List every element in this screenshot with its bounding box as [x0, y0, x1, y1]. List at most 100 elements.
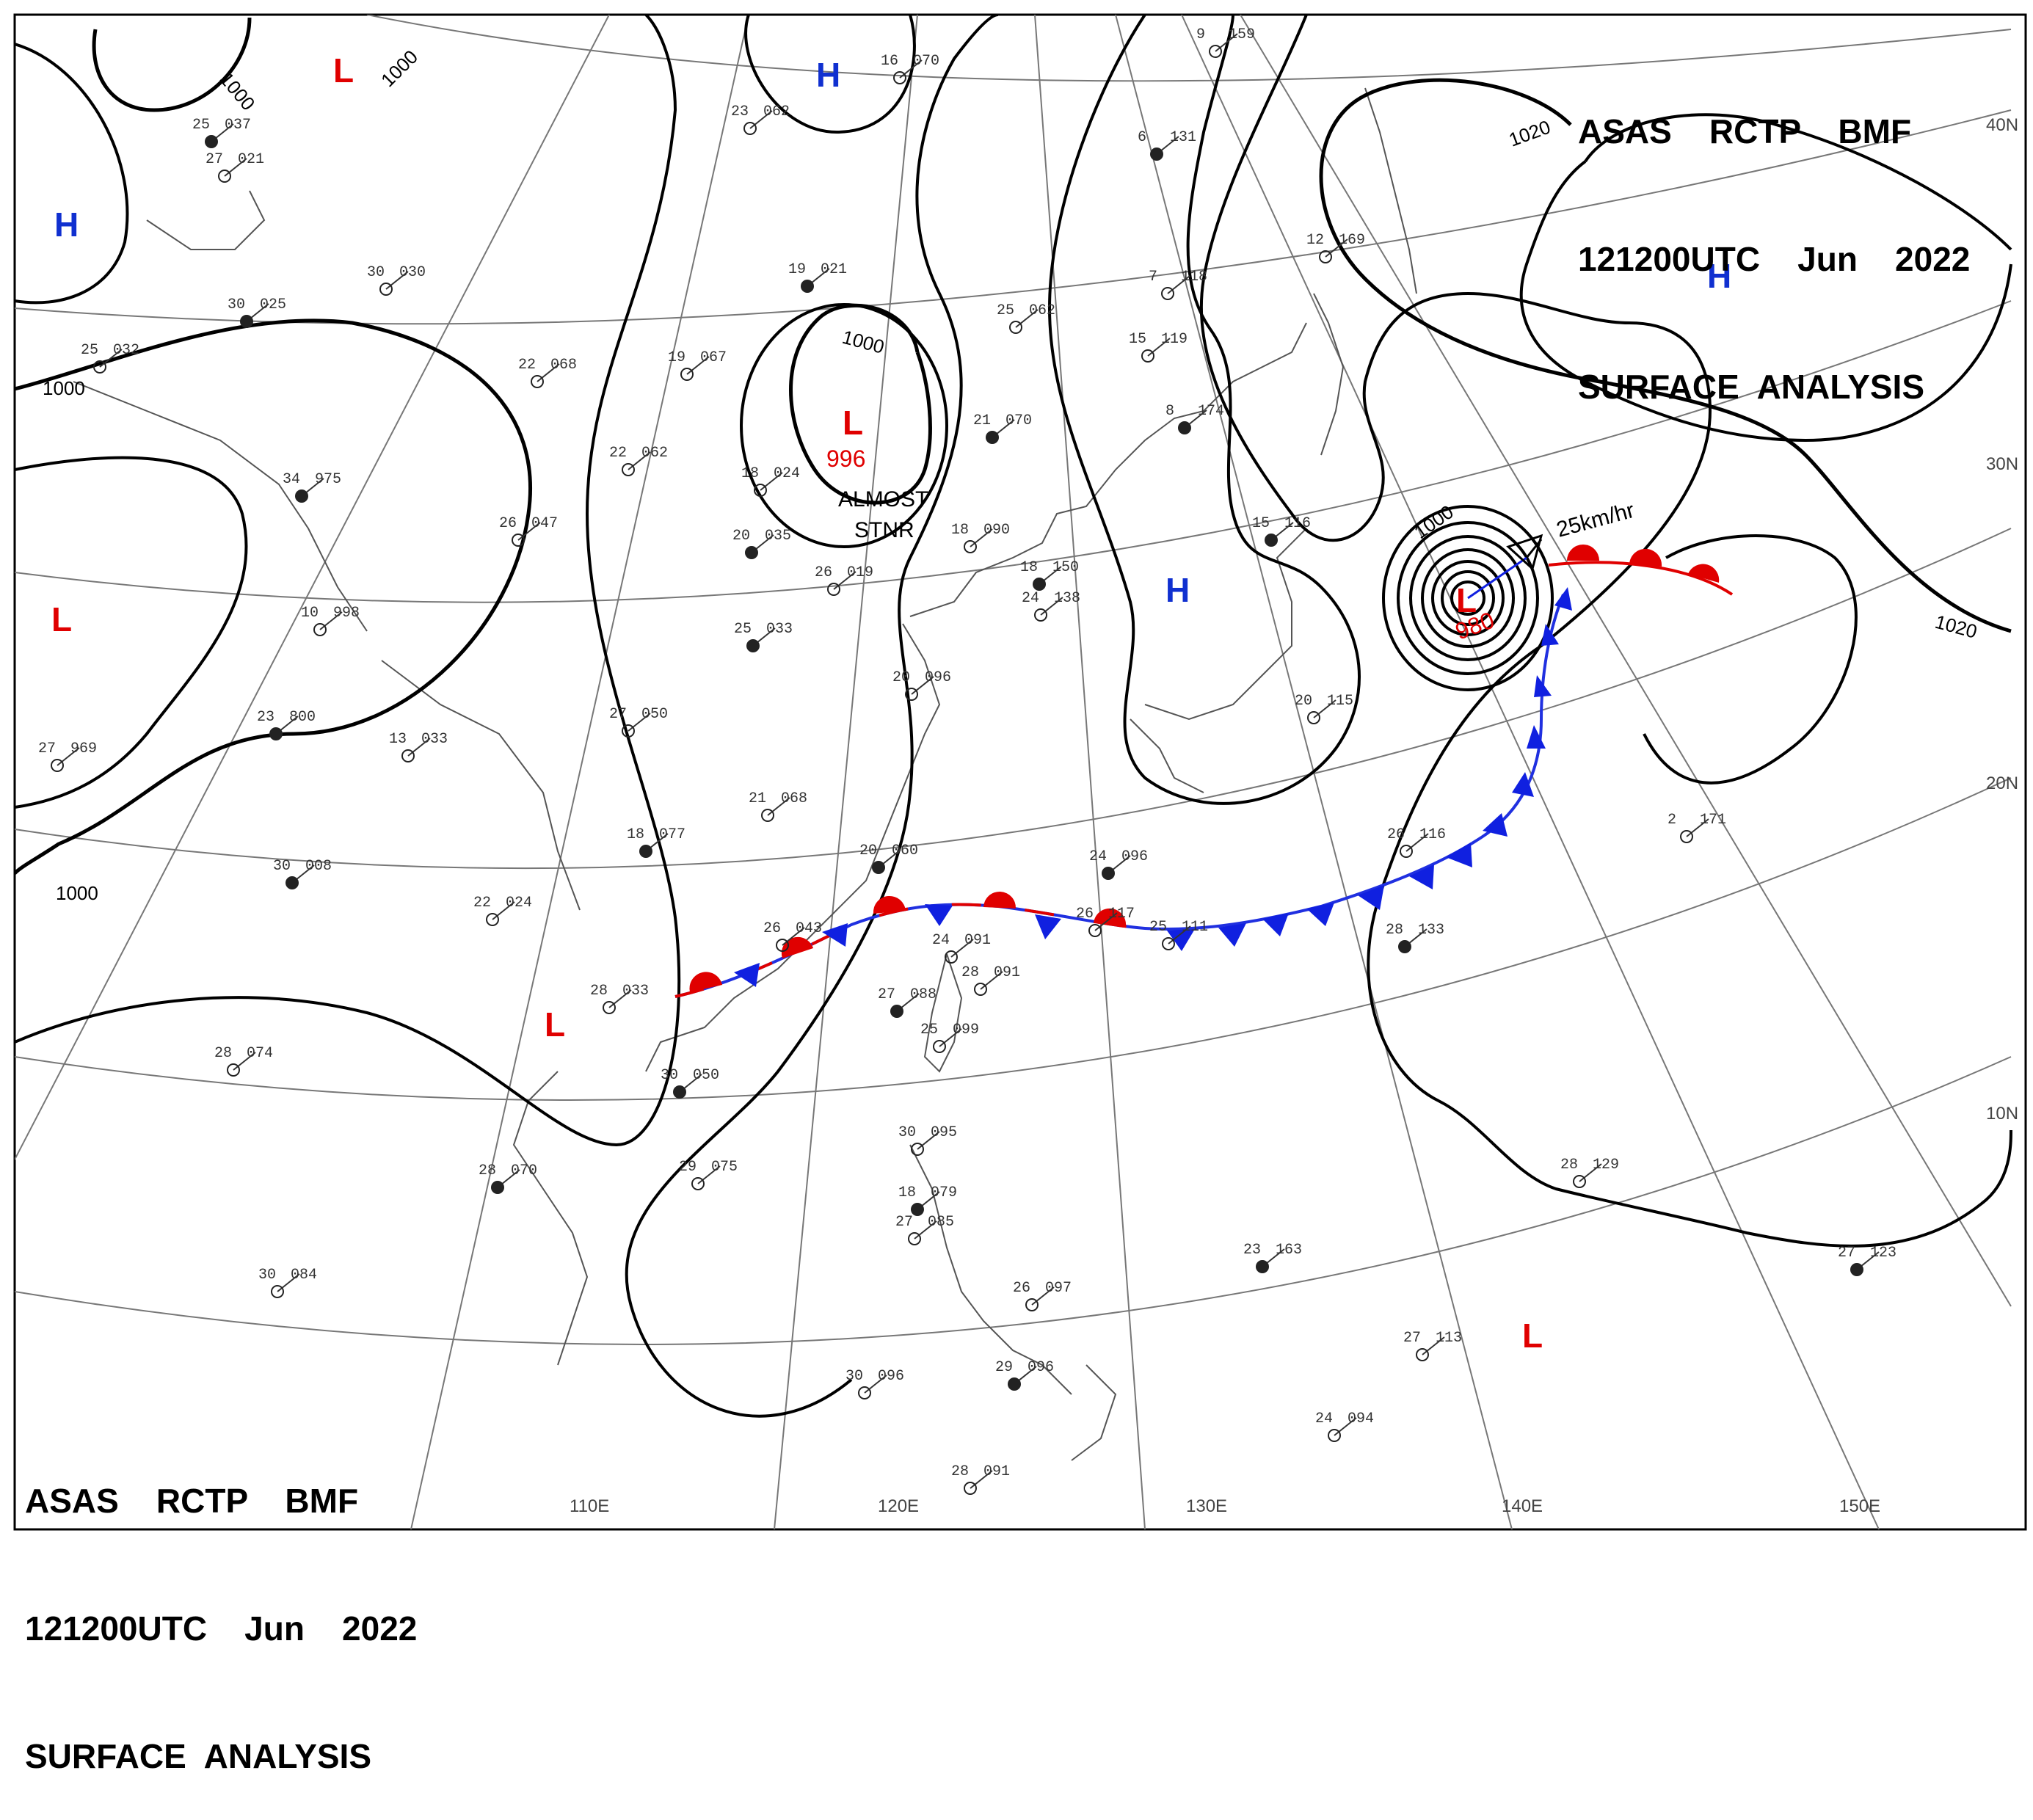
station-temperature: 27: [878, 986, 895, 1003]
station-pressure: 091: [983, 1463, 1010, 1480]
station-sky-cover-icon: [745, 546, 758, 559]
station-pressure: 025: [260, 296, 286, 313]
station-temperature: 26: [499, 515, 517, 532]
station-temperature: 20: [892, 669, 910, 686]
station-temperature: 16: [881, 53, 898, 70]
station-sky-cover-icon: [1265, 534, 1278, 547]
station-pressure: 008: [305, 858, 332, 875]
station-plot: 20 060: [859, 842, 918, 874]
station-plot: 10 998: [301, 605, 360, 636]
wind-barb-icon: [749, 110, 773, 129]
station-sky-cover-icon: [205, 135, 218, 148]
station-sky-cover-icon: [622, 463, 635, 476]
svg-text:30N: 30N: [1986, 454, 2018, 474]
station-pressure: 088: [910, 986, 937, 1003]
wind-barb-icon: [628, 713, 651, 732]
station-sky-cover-icon: [512, 534, 525, 547]
svg-text:40N: 40N: [1986, 115, 2018, 135]
station-temperature: 30: [228, 296, 245, 313]
station-pressure: 174: [1198, 403, 1224, 420]
station-plot: 28 070: [479, 1162, 537, 1194]
station-sky-cover-icon: [1008, 1377, 1021, 1391]
station-temperature: 25: [920, 1022, 938, 1038]
high-center-marker: H: [54, 205, 79, 244]
station-plot: 22 068: [518, 357, 577, 388]
station-sky-cover-icon: [603, 1001, 616, 1014]
station-plot: 7 118: [1149, 269, 1207, 300]
wind-barb-icon: [517, 522, 541, 541]
station-sky-cover-icon: [754, 484, 767, 497]
header-title-line: SURFACE ANALYSIS: [1578, 368, 1925, 406]
wind-barb-icon: [911, 676, 934, 695]
station-plot: 2 171: [1668, 812, 1726, 843]
station-temperature: 24: [1022, 590, 1039, 607]
station-pressure: 084: [291, 1267, 317, 1284]
station-plot: 26 019: [815, 564, 873, 596]
station-temperature: 30: [661, 1067, 678, 1084]
station-sky-cover-icon: [761, 809, 774, 822]
station-temperature: 2: [1668, 812, 1676, 829]
station-plot: 30 025: [228, 296, 286, 328]
station-temperature: 27: [895, 1214, 913, 1231]
station-sky-cover-icon: [93, 360, 106, 374]
station-temperature: 9: [1196, 26, 1205, 43]
station-plot: 26 117: [1076, 906, 1135, 937]
header-product-line: ASAS RCTP BMF: [1578, 112, 1912, 150]
warm-front: [1548, 545, 1734, 596]
header-time-line: 121200UTC Jun 2022: [1578, 240, 1971, 278]
station-temperature: 20: [732, 528, 750, 545]
station-sky-cover-icon: [890, 1005, 903, 1018]
svg-text:150E: 150E: [1839, 1496, 1880, 1516]
station-sky-cover-icon: [801, 280, 814, 293]
station-plot: 13 033: [389, 731, 448, 762]
wind-barb-icon: [782, 927, 805, 946]
station-plot: 12 169: [1306, 232, 1365, 263]
wind-barb-icon: [1147, 338, 1171, 357]
station-temperature: 26: [1387, 826, 1405, 843]
station-plot: 22 062: [609, 445, 668, 476]
station-plot: 26 116: [1387, 826, 1446, 858]
station-plot: 20 096: [892, 669, 951, 701]
station-pressure: 096: [1121, 848, 1148, 865]
station-sky-cover-icon: [905, 688, 918, 701]
station-pressure: 138: [1054, 590, 1080, 607]
station-temperature: 28: [1386, 922, 1403, 939]
station-plot: 25 099: [920, 1022, 979, 1053]
wind-barb-icon: [608, 989, 632, 1008]
station-temperature: 18: [1020, 559, 1038, 576]
station-plot: 25 037: [192, 117, 251, 148]
station-sky-cover-icon: [1025, 1298, 1039, 1311]
station-pressure: 033: [622, 983, 649, 1000]
station-sky-cover-icon: [933, 1040, 946, 1053]
station-pressure: 050: [693, 1067, 719, 1084]
station-plot: 28 074: [214, 1045, 273, 1077]
station-pressure: 033: [421, 731, 448, 748]
station-temperature: 12: [1306, 232, 1324, 249]
station-sky-cover-icon: [401, 749, 415, 762]
station-plot: 15 119: [1129, 331, 1188, 363]
station-pressure: 032: [113, 342, 139, 359]
station-sky-cover-icon: [1033, 578, 1046, 591]
station-sky-cover-icon: [269, 727, 283, 740]
svg-text:120E: 120E: [878, 1496, 919, 1516]
wind-barb-icon: [1686, 818, 1709, 837]
station-plot: 9 159: [1196, 26, 1255, 58]
station-plot: 29 096: [995, 1359, 1054, 1391]
station-pressure: 068: [550, 357, 577, 374]
station-temperature: 26: [1076, 906, 1094, 922]
wind-barb-icon: [277, 1273, 300, 1292]
station-pressure: 077: [659, 826, 685, 843]
station-temperature: 27: [38, 740, 56, 757]
station-plot: 24 094: [1315, 1410, 1374, 1442]
wind-barb-icon: [99, 349, 123, 368]
station-plot: 27 123: [1838, 1245, 1896, 1276]
wind-barb-icon: [686, 356, 710, 375]
station-plot: 25 032: [81, 342, 139, 374]
map-frame: [13, 13, 2027, 1531]
high-center-marker: H: [816, 56, 840, 94]
station-temperature: 28: [479, 1162, 496, 1179]
wind-barb-icon: [970, 528, 993, 547]
station-pressure: 062: [763, 103, 790, 120]
station-sky-cover-icon: [986, 431, 999, 444]
station-pressure: 095: [931, 1124, 957, 1141]
